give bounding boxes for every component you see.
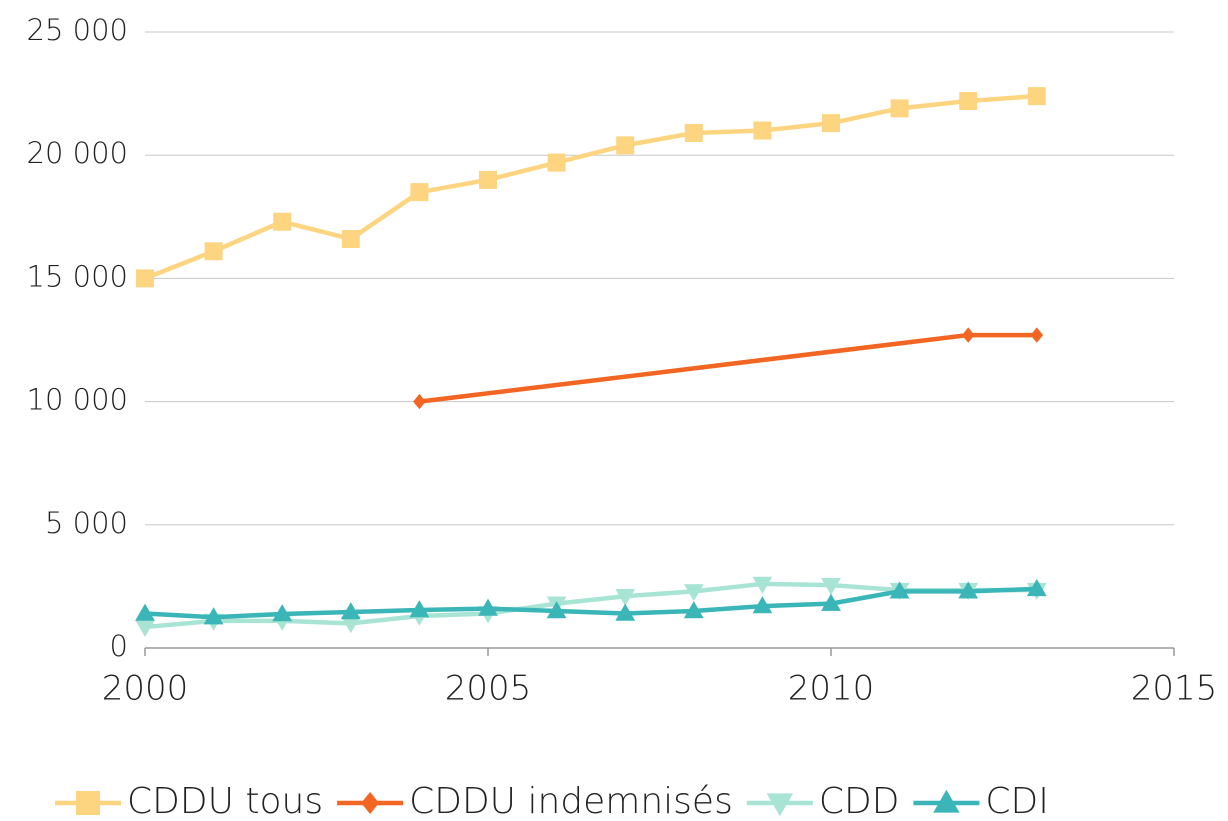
series-line <box>144 581 1037 630</box>
marker <box>341 229 360 248</box>
y-tick-label: 25 000 <box>27 13 128 47</box>
y-tick-label: 5 000 <box>45 506 128 540</box>
y-tick-label: 15 000 <box>27 259 128 293</box>
legend-label: CDDU indemnisés <box>409 781 733 821</box>
y-tick-label: 10 000 <box>27 383 128 417</box>
marker <box>684 124 703 143</box>
marker <box>136 269 154 288</box>
marker <box>76 791 100 815</box>
marker <box>478 598 498 616</box>
marker <box>1026 578 1047 597</box>
marker <box>752 576 773 594</box>
marker <box>889 581 910 599</box>
marker <box>340 616 361 634</box>
marker <box>1030 327 1044 343</box>
legend-label: CDI <box>985 781 1048 821</box>
marker <box>413 393 426 410</box>
marker <box>821 577 841 596</box>
marker <box>822 114 840 133</box>
marker <box>340 602 361 620</box>
marker <box>961 327 975 343</box>
legend-label: CDD <box>819 781 900 821</box>
marker <box>546 601 567 619</box>
y-tick-label: 0 <box>110 629 128 663</box>
marker <box>203 607 224 625</box>
marker <box>615 603 636 621</box>
legend-label: CDDU tous <box>127 781 323 821</box>
marker <box>616 136 635 155</box>
marker <box>766 793 794 817</box>
y-tick-label: 20 000 <box>27 136 128 170</box>
marker <box>615 589 636 607</box>
marker <box>890 99 909 118</box>
marker <box>479 170 497 189</box>
marker <box>272 604 293 622</box>
marker <box>361 792 380 814</box>
x-tick-label: 2000 <box>102 669 189 709</box>
marker <box>753 121 772 140</box>
marker <box>959 91 978 110</box>
series-line <box>144 93 1037 281</box>
marker <box>547 153 566 172</box>
marker <box>683 601 704 619</box>
marker <box>135 619 155 637</box>
x-tick-label: 2015 <box>1131 669 1218 709</box>
series-line <box>419 332 1037 404</box>
marker <box>821 593 841 611</box>
x-tick-label: 2010 <box>788 669 875 709</box>
x-tick-label: 2005 <box>445 669 532 709</box>
marker <box>752 596 773 614</box>
marker <box>273 212 292 231</box>
marker <box>410 183 429 202</box>
marker <box>204 242 223 261</box>
marker <box>933 789 960 813</box>
marker <box>409 600 430 618</box>
marker <box>135 603 155 621</box>
marker <box>1027 87 1046 106</box>
marker <box>958 581 979 599</box>
marker <box>683 584 704 602</box>
series-line <box>144 586 1037 620</box>
